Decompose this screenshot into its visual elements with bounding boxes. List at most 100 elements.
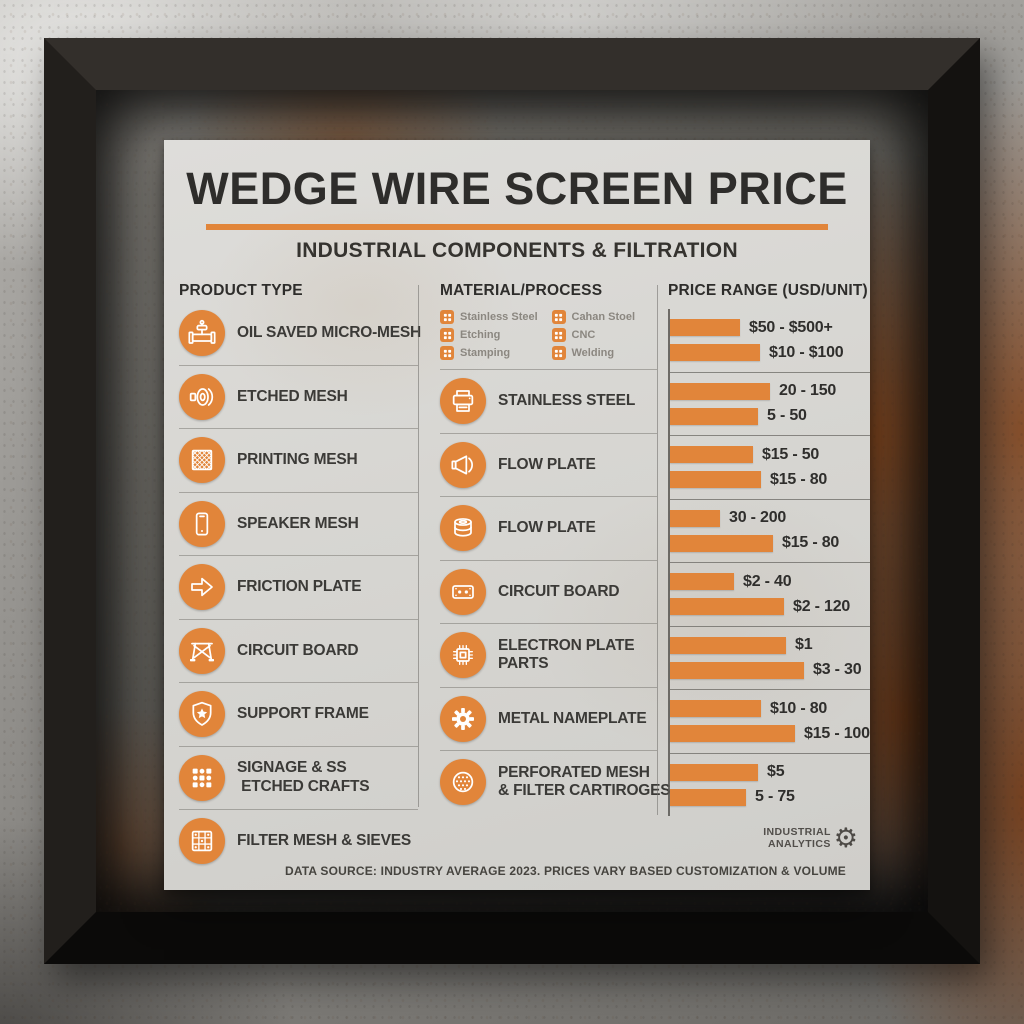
item-icon-glyph [447,639,479,671]
price-bar-label: $10 - $100 [769,343,844,361]
item-icon-glyph [447,449,479,481]
price-bar [670,725,795,743]
legend-label: Stamping [460,347,511,359]
product-list: OIL SAVED MICRO-MESH ETCHED MESH PRINTIN… [179,302,421,873]
price-bar-group: $5 5 - 75 [670,752,870,817]
item-icon-glyph [186,381,218,413]
brand-logo-text: INDUSTRIAL ANALYTICS [763,827,831,849]
list-item: SIGNAGE & SS ETCHED CRAFTS [179,745,418,810]
list-item: FLOW PLATE [440,496,657,560]
item-icon-glyph [186,762,218,794]
legend-entry: Cahan Stoel [551,310,658,324]
item-icon-glyph [186,571,218,603]
price-bar [670,319,740,337]
legend-swatch-glyph [443,331,452,340]
item-label: ETCHED MESH [237,387,348,405]
price-bar-row: $2 - 120 [670,597,870,616]
price-bar-row: 5 - 50 [670,407,870,425]
price-range-header: PRICE RANGE (USD/UNIT) [668,282,868,299]
list-item: CIRCUIT BOARD [179,618,418,683]
price-bar-group: $1 $3 - 30 [670,625,870,690]
price-bar [670,407,758,425]
column-divider-2 [657,285,658,815]
item-icon-glyph [447,576,479,608]
price-bar [670,700,761,718]
welding-swatch-icon [551,346,566,360]
price-bar-label: $2 - 120 [793,597,851,615]
item-icon-glyph [447,385,479,417]
price-bar [670,509,720,527]
legend-entry: Etching [440,328,546,342]
list-item: STAINLESS STEEL [440,370,657,433]
legend-entry: Welding [551,346,658,360]
list-item: SUPPORT FRAME [179,682,418,746]
legend-swatch-glyph [443,313,452,322]
item-label: SUPPORT FRAME [237,705,369,723]
product-type-header: PRODUCT TYPE [179,282,303,299]
carbon-steel-swatch-icon [551,310,566,324]
smartphone-icon [179,500,225,547]
legend-swatch-glyph [554,331,563,340]
brand-logo: INDUSTRIAL ANALYTICS ⚙ [763,825,858,852]
mesh-square-icon [179,437,225,484]
item-label: CIRCUIT BOARD [498,582,620,600]
legend-label: Stainless Steel [460,311,538,323]
price-bar-row: 5 - 75 [670,788,870,806]
column-divider-1 [418,285,419,807]
gear-icon [440,695,486,742]
list-item: METAL NAMEPLATE [440,686,657,751]
gear-logo-icon: ⚙ [833,823,858,854]
legend-label: Cahan Stoel [571,311,636,323]
price-bar [670,573,734,591]
cnc-swatch-icon [551,328,566,342]
poster-header: WEDGE WIRE SCREEN PRICE INDUSTRIAL COMPO… [164,166,870,261]
page-title: WEDGE WIRE SCREEN PRICE [186,163,848,214]
price-bar-row: $15 - 50 [670,446,870,464]
arrow-right-icon [179,564,225,611]
price-bar-row: $15 - 80 [670,471,870,489]
item-icon-glyph [186,317,218,349]
item-icon-glyph [186,635,218,667]
price-bar-label: 5 - 75 [755,788,795,806]
price-bar-group: $15 - 50 $15 - 80 [670,435,870,499]
title-underline [206,224,828,230]
list-item: ELECTRON PLATE PARTS [440,623,657,687]
price-bar [670,344,760,362]
shield-star-icon [179,691,225,738]
item-label: PERFORATED MESH & FILTER CARTIROGES [498,763,671,800]
printer-icon [440,378,486,425]
price-bar-row: $5 [670,763,870,781]
price-bar [670,598,784,616]
price-bar-row: $15 - 80 [670,534,870,552]
list-item: PERFORATED MESH & FILTER CARTIROGES [440,750,671,814]
list-item: FRICTION PLATE [179,555,418,619]
item-icon-glyph [447,703,479,735]
price-bar [670,471,761,489]
price-bar-row: $10 - $100 [670,343,870,362]
price-bar-label: $15 - 80 [782,534,840,552]
plate-holes-icon [440,568,486,615]
price-bar-row: $50 - $500+ [670,319,870,337]
columns: PRODUCT TYPE OIL SAVED MICRO-MESH ETCHED… [164,282,870,873]
price-bar-label: 30 - 200 [729,509,787,527]
item-icon-glyph [186,698,218,730]
legend-swatch-glyph [443,349,452,358]
item-label: STAINLESS STEEL [498,392,636,410]
item-icon-glyph [186,825,218,857]
price-bar-row: $15 - 100 [670,724,870,743]
infographic-poster: WEDGE WIRE SCREEN PRICE INDUSTRIAL COMPO… [164,140,870,890]
material-legend: Stainless Steel Cahan Stoel Etching CNC … [440,310,657,360]
item-icon-glyph [186,508,218,540]
price-range-column: PRICE RANGE (USD/UNIT) $50 - $500+ $10 -… [657,282,870,816]
easel-frame-icon [179,627,225,674]
legend-label: CNC [571,329,596,341]
price-bar-group: 30 - 200 $15 - 80 [670,498,870,563]
item-label: ELECTRON PLATE PARTS [498,636,635,673]
price-bar-row: $1 [670,636,870,654]
price-bar-label: $1 [795,636,813,654]
brand-logo-line2: ANALYTICS [768,837,831,850]
product-type-column: PRODUCT TYPE OIL SAVED MICRO-MESH ETCHED… [164,282,421,873]
list-item: OIL SAVED MICRO-MESH [179,302,421,365]
price-bar-label: $15 - 100 [804,724,870,742]
